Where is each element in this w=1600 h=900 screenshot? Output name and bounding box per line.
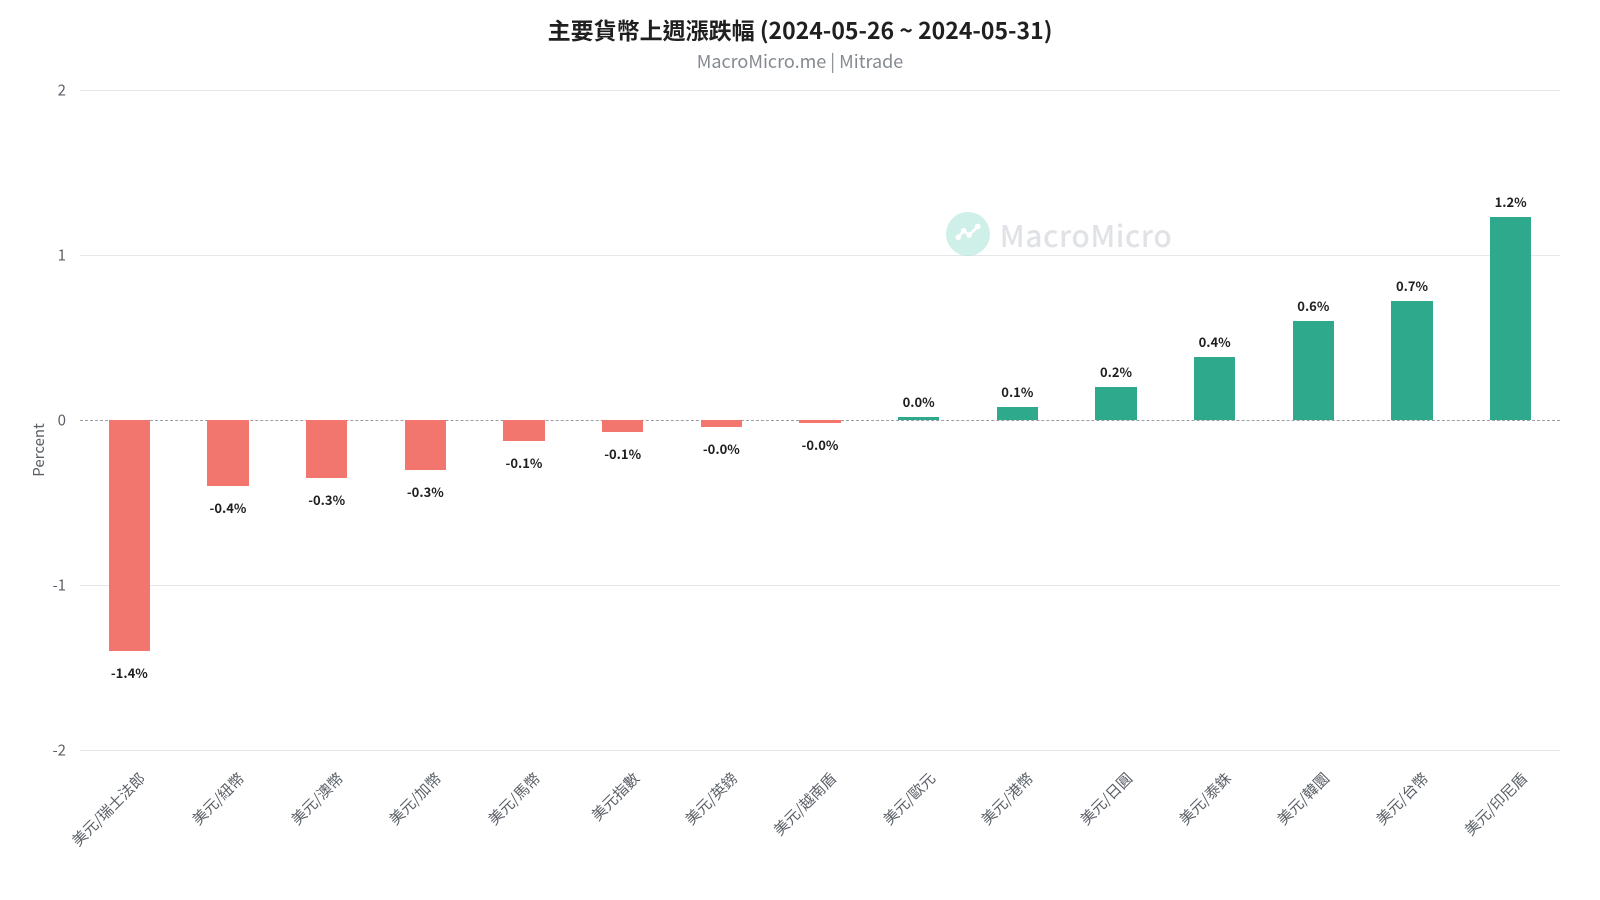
bar-value-label: 0.4% — [1199, 332, 1231, 351]
bar-value-label: 0.1% — [1001, 382, 1033, 401]
y-tick-label: -1 — [52, 575, 66, 596]
bar-value-label: -0.0% — [802, 435, 839, 454]
chart-container: 主要貨幣上週漲跌幅 (2024-05-26 ~ 2024-05-31) Macr… — [0, 0, 1600, 900]
bar — [602, 420, 643, 432]
chart-subtitle: MacroMicro.me | Mitrade — [0, 48, 1600, 74]
x-tick-label: 美元/加幣 — [385, 768, 446, 829]
watermark: MacroMicro — [946, 212, 1173, 256]
bar — [1391, 301, 1432, 420]
x-tick-label: 美元/印尼盾 — [1459, 768, 1531, 840]
y-tick-label: 1 — [58, 245, 66, 266]
bar-value-label: -0.4% — [210, 498, 247, 517]
bar-value-label: 0.0% — [903, 392, 935, 411]
plot-area: -2-1012MacroMicro-1.4%美元/瑞士法郎-0.4%美元/紐幣-… — [80, 90, 1560, 750]
bar-value-label: -0.1% — [506, 453, 543, 472]
bar-value-label: 0.7% — [1396, 276, 1428, 295]
x-tick-label: 美元/歐元 — [878, 768, 939, 829]
bar-value-label: 0.6% — [1297, 296, 1329, 315]
bar — [1095, 387, 1136, 420]
bar-value-label: -0.3% — [407, 482, 444, 501]
y-tick-label: 2 — [58, 80, 66, 101]
gridline — [80, 585, 1560, 586]
x-tick-label: 美元/瑞士法郎 — [68, 768, 151, 851]
bar — [1194, 357, 1235, 420]
gridline — [80, 255, 1560, 256]
x-tick-label: 美元/越南盾 — [769, 768, 841, 840]
x-tick-label: 美元/英鎊 — [681, 768, 742, 829]
y-tick-label: 0 — [58, 410, 66, 431]
gridline — [80, 90, 1560, 91]
bar — [799, 420, 840, 423]
bar — [503, 420, 544, 441]
bar — [898, 417, 939, 420]
gridline — [80, 750, 1560, 751]
bar — [306, 420, 347, 478]
y-tick-label: -2 — [52, 740, 66, 761]
x-tick-label: 美元/港幣 — [977, 768, 1038, 829]
x-tick-label: 美元/紐幣 — [187, 768, 248, 829]
bar-value-label: -0.0% — [703, 439, 740, 458]
bar — [405, 420, 446, 470]
bar-value-label: -0.1% — [604, 444, 641, 463]
bar-value-label: 1.2% — [1495, 192, 1527, 211]
watermark-text: MacroMicro — [1000, 212, 1173, 256]
bar — [1490, 217, 1531, 420]
bar-value-label: 0.2% — [1100, 362, 1132, 381]
x-tick-label: 美元指數 — [586, 768, 643, 825]
bar — [207, 420, 248, 486]
x-tick-label: 美元/馬幣 — [483, 768, 544, 829]
bar — [997, 407, 1038, 420]
bar-value-label: -1.4% — [111, 663, 148, 682]
bar — [1293, 321, 1334, 420]
x-tick-label: 美元/韓圜 — [1273, 768, 1334, 829]
bar — [109, 420, 150, 651]
bar-value-label: -0.3% — [308, 490, 345, 509]
chart-title: 主要貨幣上週漲跌幅 (2024-05-26 ~ 2024-05-31) — [0, 12, 1600, 46]
x-tick-label: 美元/日圓 — [1075, 768, 1136, 829]
x-tick-label: 美元/澳幣 — [286, 768, 347, 829]
x-tick-label: 美元/台幣 — [1371, 768, 1432, 829]
watermark-icon — [946, 212, 990, 256]
y-axis-label: Percent — [28, 423, 49, 476]
bar — [701, 420, 742, 427]
x-tick-label: 美元/泰銖 — [1174, 768, 1235, 829]
